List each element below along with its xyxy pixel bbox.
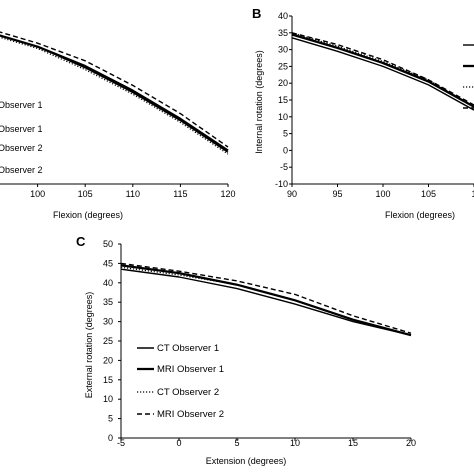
panel-c-legend: CT Observer 1 MRI Observer 1 CT Observer 2… xyxy=(137,343,224,420)
panel-b-plot xyxy=(291,32,474,111)
panel-c-y-tick-label: 50 xyxy=(103,239,113,249)
panel-a-legend-label-1: Observer 1 xyxy=(0,100,43,110)
panel-c-y-tick-label: 20 xyxy=(103,355,113,365)
panel-c-legend-label-3: CT Observer 2 xyxy=(157,387,219,398)
panel-b-legend xyxy=(463,44,474,109)
panel-b-y-tick-label: 35 xyxy=(278,28,288,38)
panel-c-x-tick-label: -5 xyxy=(117,438,125,448)
panel-c-ylabel: External rotation (degrees) xyxy=(84,292,94,399)
panel-a-x-tick-label: 120 xyxy=(220,189,235,199)
panel-b-x-tick-label: 1 xyxy=(471,189,474,199)
panel-a: 5100105110115120 Flexion (degrees) Obser… xyxy=(0,31,236,220)
panel-c: C -5 0 5 10 15 20 0 5 10 15 20 25 30 35 40 45 50 Extensi… xyxy=(76,234,416,466)
panel-c-y-tick-label: 35 xyxy=(103,297,113,307)
panel-b-y-tick-label: 40 xyxy=(278,11,288,21)
panel-b-ylabel: Internal rotation (degrees) xyxy=(254,50,264,154)
panel-b-y-tick-label: 5 xyxy=(283,129,288,139)
panel-a-xlabel: Flexion (degrees) xyxy=(53,210,123,220)
panel-c-legend-label-2: MRI Observer 1 xyxy=(157,364,224,375)
panel-b-y-tick-label: -10 xyxy=(275,179,288,189)
panel-c-legend-label-4: MRI Observer 2 xyxy=(157,409,224,420)
panel-a-legend-label-2: Observer 1 xyxy=(0,124,43,134)
panel-a-series-line-4 xyxy=(0,31,229,148)
panel-b-series-line-4 xyxy=(291,32,474,106)
panel-c-series-line-2 xyxy=(120,264,412,337)
panel-a-series-line-1 xyxy=(0,34,229,153)
panel-a-x-tick-label: 100 xyxy=(30,189,45,199)
panel-c-y-tick-label: 45 xyxy=(103,258,113,268)
panel-b-y-tick-label: 0 xyxy=(283,145,288,155)
panel-b-series-line-1 xyxy=(291,37,474,111)
panel-c-xlabel: Extension (degrees) xyxy=(206,456,287,466)
panel-a-series-line-2 xyxy=(0,34,229,152)
panel-b-y-tick-label: 20 xyxy=(278,78,288,88)
panel-a-legend-label-4: Observer 2 xyxy=(0,165,43,175)
panel-c-series-line-1 xyxy=(120,268,412,336)
panel-c-y-tick-label: 15 xyxy=(103,375,113,385)
panel-c-letter: C xyxy=(76,234,86,249)
panel-c-x-tick-label: 5 xyxy=(234,438,239,448)
panel-a-legend: Observer 1 Observer 1 Observer 2 Observe… xyxy=(0,100,43,175)
panel-c-x-tick-label: 20 xyxy=(406,438,416,448)
panel-c-y-tick-label: 40 xyxy=(103,278,113,288)
panel-a-axes: 5100105110115120 xyxy=(0,183,236,199)
panel-c-legend-label-1: CT Observer 1 xyxy=(157,343,219,354)
panel-c-y-tick-label: 25 xyxy=(103,336,113,346)
panel-a-x-tick-label: 105 xyxy=(78,189,93,199)
panel-b-y-tick-label: 25 xyxy=(278,61,288,71)
panel-c-y-tick-label: 30 xyxy=(103,317,113,327)
panel-b: B 90 95 100 105 1 -10 -5 0 5 10 15 20 25 30 35 40 Flexi… xyxy=(252,6,474,220)
panel-a-series-line-3 xyxy=(0,36,229,155)
panel-a-x-tick-label: 110 xyxy=(126,189,140,199)
panel-b-axes: 90 95 100 105 1 -10 -5 0 5 10 15 20 25 30 35 40 xyxy=(275,11,474,199)
panel-c-plot xyxy=(120,262,412,337)
panel-b-y-tick-label: -5 xyxy=(280,162,288,172)
panel-c-y-tick-label: 5 xyxy=(108,414,113,424)
panel-b-x-tick-label: 95 xyxy=(332,189,342,199)
panel-a-plot xyxy=(0,31,229,155)
panel-a-x-tick-label: 115 xyxy=(173,189,187,199)
panel-b-x-tick-label: 90 xyxy=(287,189,297,199)
panel-c-x-tick-label: 10 xyxy=(290,438,300,448)
panel-b-xlabel: Flexion (degrees) xyxy=(385,210,455,220)
panel-b-y-tick-label: 15 xyxy=(278,95,288,105)
panel-c-x-tick-label: 0 xyxy=(176,438,181,448)
panel-c-series-line-4 xyxy=(120,262,412,334)
panel-c-y-tick-label: 0 xyxy=(108,433,113,443)
panel-b-series-line-2 xyxy=(291,33,474,108)
panel-b-y-tick-label: 10 xyxy=(278,112,288,122)
panel-c-x-tick-label: 15 xyxy=(348,438,358,448)
panel-b-x-tick-label: 100 xyxy=(375,189,390,199)
panel-c-series-line-3 xyxy=(120,266,412,336)
panel-c-y-tick-label: 10 xyxy=(103,394,113,404)
panel-b-x-tick-label: 105 xyxy=(421,189,436,199)
panel-c-axes: -5 0 5 10 15 20 0 5 10 15 20 25 30 35 40 45 50 xyxy=(103,239,416,448)
panel-b-y-tick-label: 30 xyxy=(278,45,288,55)
panel-a-legend-label-3: Observer 2 xyxy=(0,143,43,153)
panel-b-letter: B xyxy=(252,6,261,21)
